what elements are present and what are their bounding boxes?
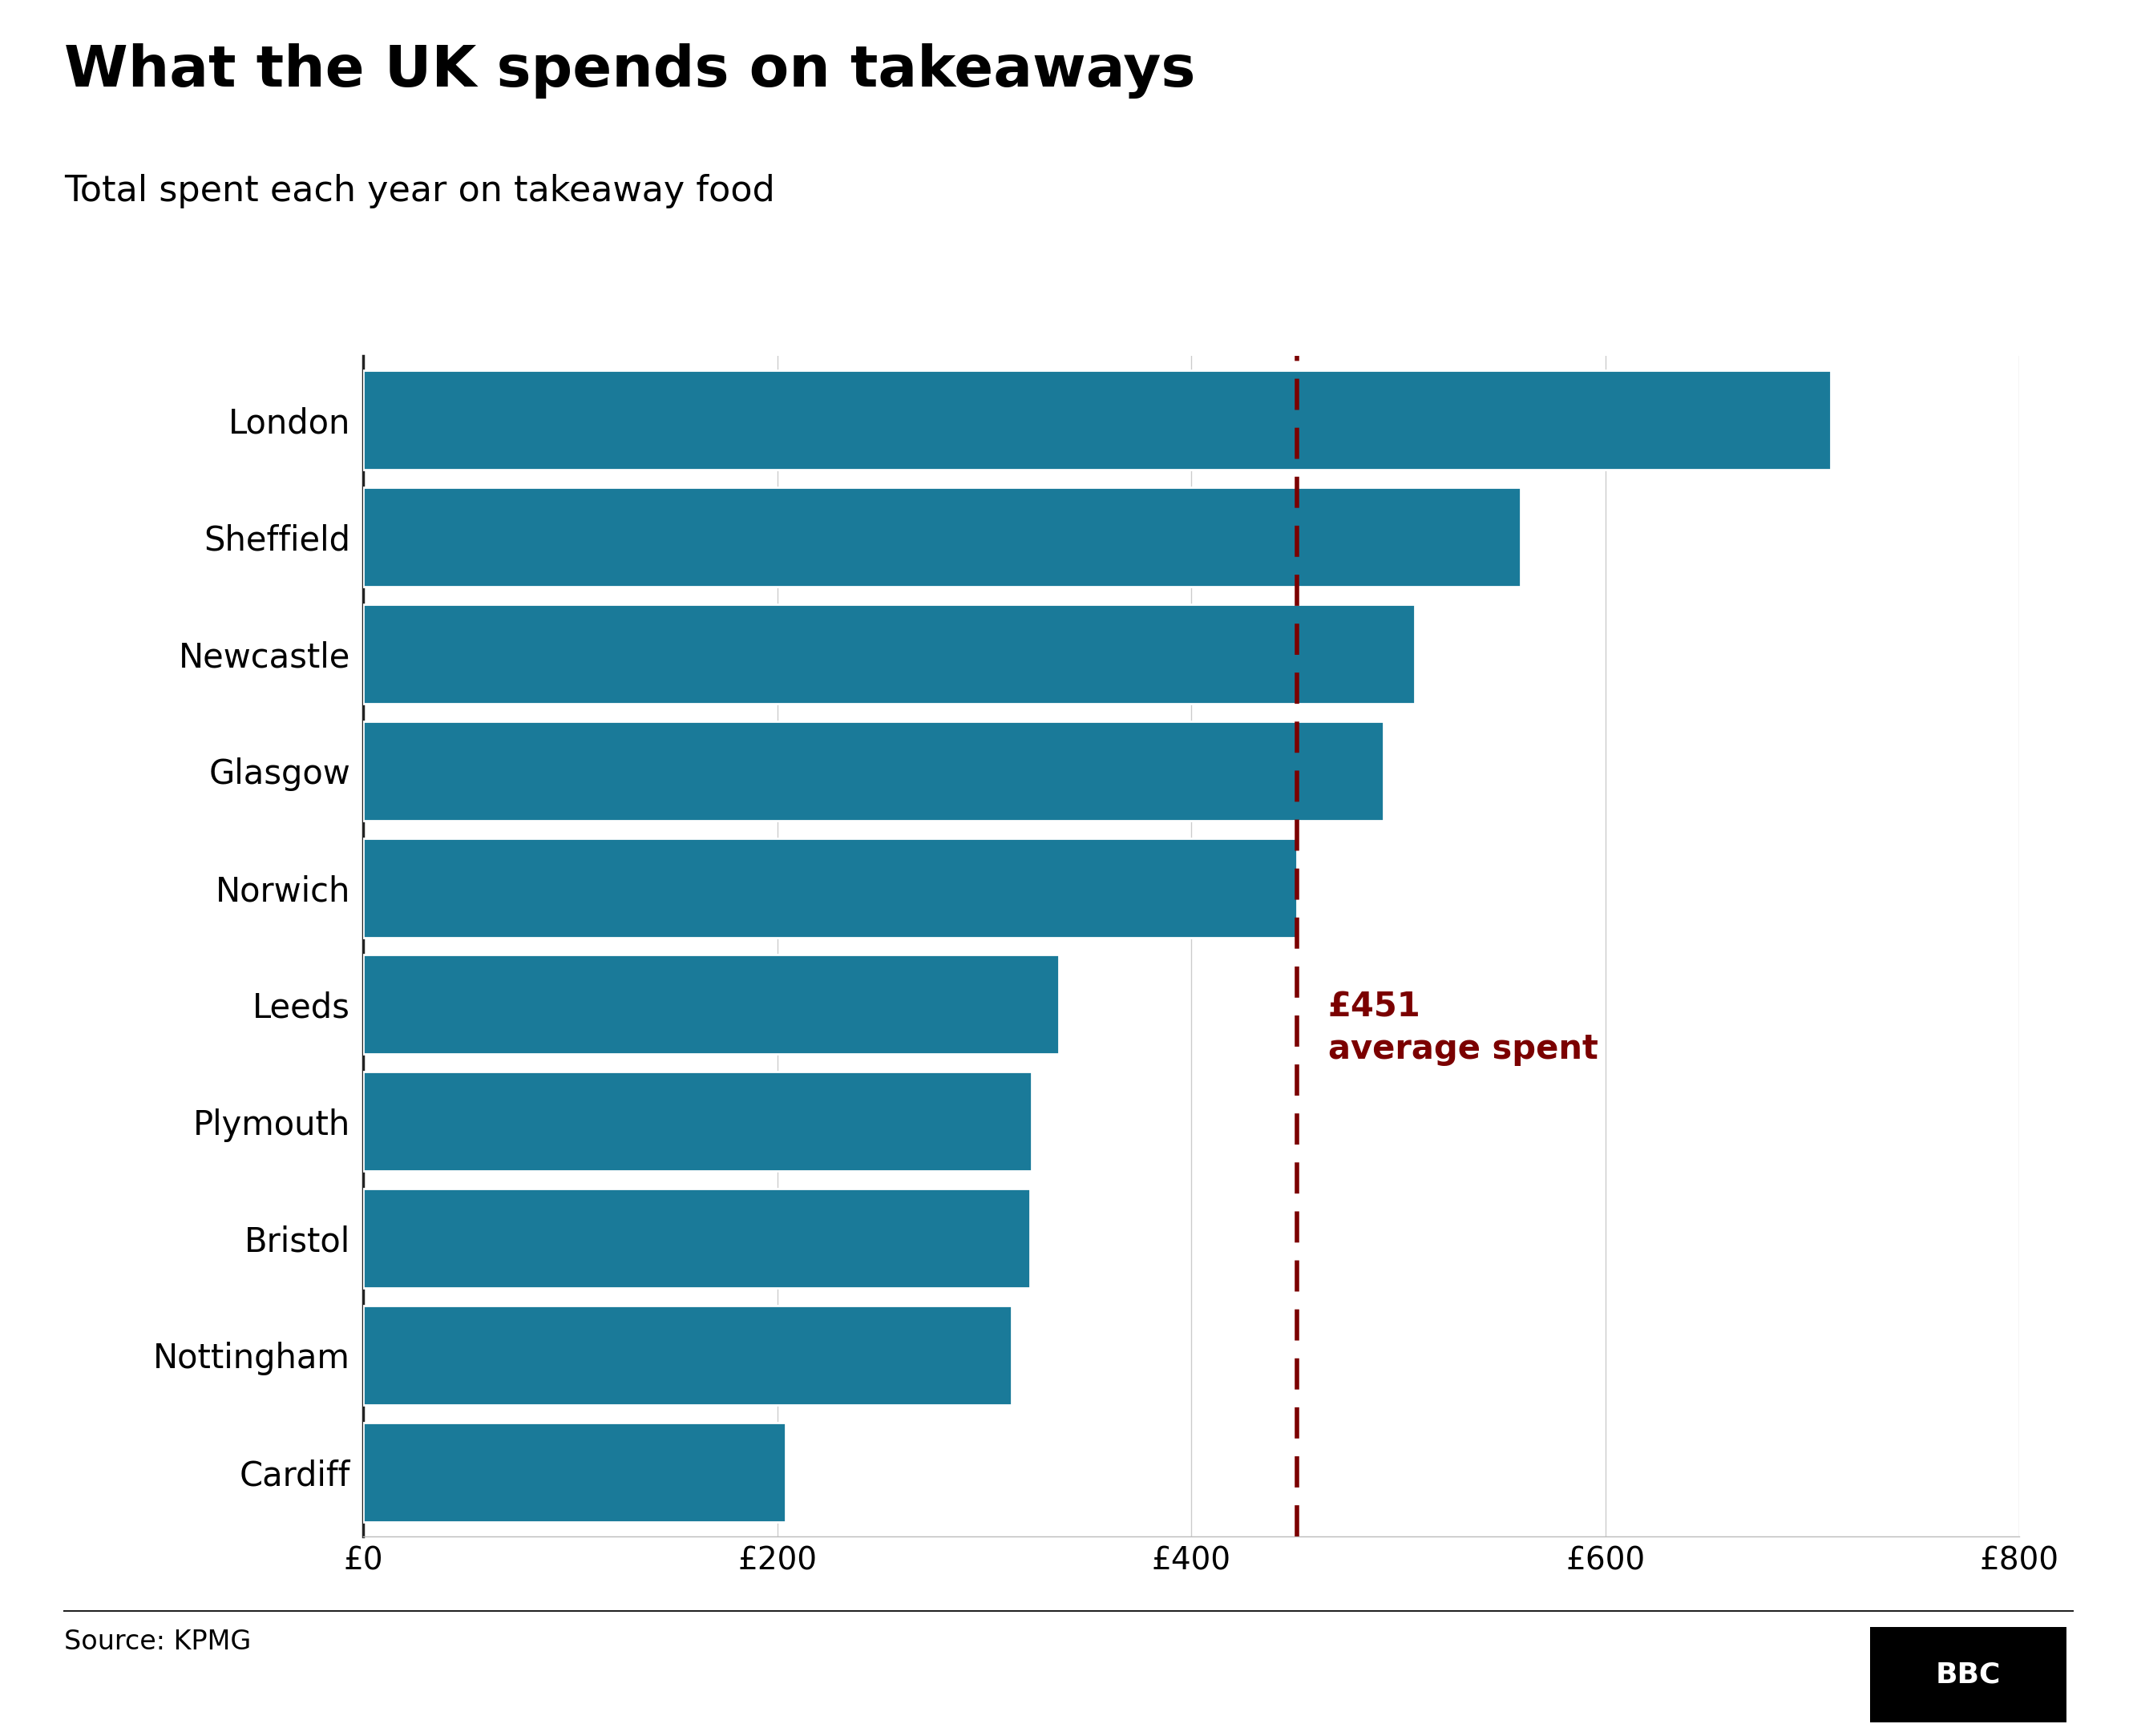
Bar xyxy=(363,838,1297,937)
Bar xyxy=(363,488,1522,587)
Bar xyxy=(363,370,1831,470)
Bar xyxy=(363,1422,786,1522)
Text: £451
average spent: £451 average spent xyxy=(1327,990,1598,1066)
Bar xyxy=(363,720,1385,821)
Bar xyxy=(363,604,1415,703)
Text: Total spent each year on takeaway food: Total spent each year on takeaway food xyxy=(64,174,776,208)
Bar xyxy=(363,1189,1030,1288)
Text: BBC: BBC xyxy=(1936,1661,2000,1687)
Text: What the UK spends on takeaways: What the UK spends on takeaways xyxy=(64,43,1195,99)
Bar xyxy=(363,1071,1032,1172)
Bar xyxy=(363,1305,1011,1404)
Bar xyxy=(363,955,1060,1054)
Text: Source: KPMG: Source: KPMG xyxy=(64,1628,250,1654)
